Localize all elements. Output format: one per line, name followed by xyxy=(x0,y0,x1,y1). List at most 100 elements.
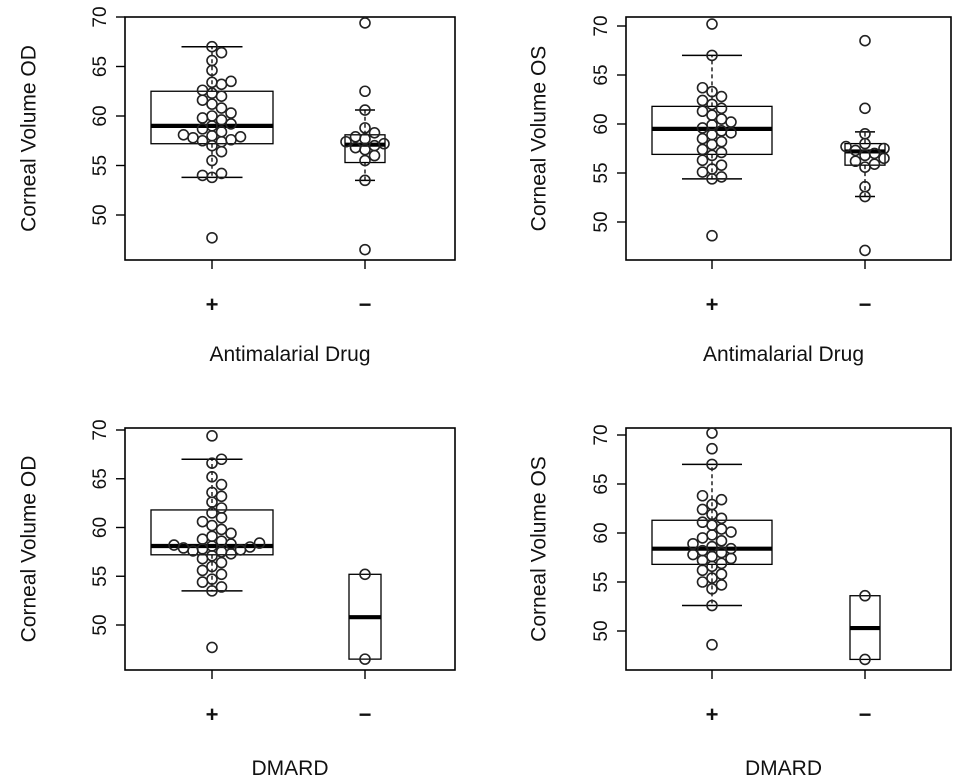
data-point xyxy=(696,564,709,577)
data-point xyxy=(706,572,718,584)
data-point xyxy=(196,169,209,182)
data-point xyxy=(368,127,381,139)
data-point xyxy=(715,102,728,115)
x-category-label: + xyxy=(706,702,719,727)
data-point xyxy=(359,653,371,665)
x-category-label: − xyxy=(859,292,872,317)
data-point xyxy=(368,149,381,162)
data-point xyxy=(215,90,228,102)
data-point xyxy=(177,129,190,141)
data-point xyxy=(706,540,718,553)
iqr-box xyxy=(150,509,274,556)
data-point xyxy=(706,163,718,175)
data-point xyxy=(706,498,718,511)
y-tick-label: 65 xyxy=(90,56,111,77)
data-point xyxy=(225,75,237,88)
data-point xyxy=(715,523,728,535)
data-point xyxy=(706,550,718,563)
iqr-box xyxy=(150,90,274,145)
data-point xyxy=(715,146,728,159)
x-axis-title: Antimalarial Drug xyxy=(209,343,370,366)
data-point xyxy=(706,128,718,141)
data-point xyxy=(706,98,718,111)
data-point xyxy=(196,533,209,546)
data-point xyxy=(696,166,709,178)
data-point xyxy=(206,519,218,532)
x-axis-title: DMARD xyxy=(252,757,329,780)
data-point xyxy=(849,144,862,157)
y-tick-label: 55 xyxy=(90,566,111,587)
y-axis-title: Corneal Volume OS xyxy=(528,456,551,642)
data-point xyxy=(206,40,218,53)
data-point xyxy=(868,147,881,160)
data-point xyxy=(696,503,709,516)
data-point xyxy=(206,54,218,67)
y-tick-label: 55 xyxy=(591,162,612,183)
data-point xyxy=(859,128,871,140)
y-tick-label: 60 xyxy=(90,517,111,538)
y-tick-label: 50 xyxy=(90,614,111,635)
data-point xyxy=(359,154,371,167)
data-point xyxy=(225,527,237,540)
x-axis-title: DMARD xyxy=(745,757,822,780)
data-point xyxy=(706,18,718,30)
data-point xyxy=(840,140,852,153)
y-tick-label: 55 xyxy=(90,155,111,176)
data-point xyxy=(215,502,228,514)
data-point xyxy=(215,535,228,547)
data-point xyxy=(215,78,228,91)
data-point xyxy=(696,516,709,529)
data-point xyxy=(215,145,228,158)
data-point xyxy=(349,141,362,154)
data-point xyxy=(696,489,709,502)
x-category-label: + xyxy=(706,292,719,317)
data-point xyxy=(859,653,871,666)
data-point xyxy=(359,568,371,581)
data-point xyxy=(253,537,266,549)
data-point xyxy=(206,231,218,244)
data-point xyxy=(715,557,728,570)
y-tick-label: 60 xyxy=(591,113,612,134)
data-point xyxy=(706,109,718,121)
y-tick-label: 70 xyxy=(591,424,612,445)
data-point xyxy=(715,535,728,547)
y-tick-label: 60 xyxy=(90,105,111,126)
data-point xyxy=(215,167,228,180)
data-point xyxy=(215,478,228,491)
data-point xyxy=(206,585,218,597)
data-point xyxy=(725,116,737,128)
data-point xyxy=(868,158,881,170)
data-point xyxy=(225,118,237,130)
data-point xyxy=(725,526,737,538)
data-point xyxy=(206,486,218,499)
data-point xyxy=(696,532,709,544)
data-point xyxy=(859,180,871,193)
data-point xyxy=(859,102,871,115)
data-point xyxy=(215,114,228,126)
data-point xyxy=(215,453,228,466)
y-tick-label: 50 xyxy=(90,204,111,225)
data-point xyxy=(715,171,728,183)
data-point xyxy=(206,641,218,654)
data-point xyxy=(196,515,209,528)
data-point xyxy=(215,490,228,503)
data-point xyxy=(878,142,890,155)
x-category-label: − xyxy=(359,292,372,317)
data-point xyxy=(706,458,718,471)
data-point xyxy=(206,470,218,483)
data-point xyxy=(715,493,728,506)
data-point xyxy=(225,548,237,560)
data-point xyxy=(206,98,218,110)
data-point xyxy=(196,94,209,106)
data-point xyxy=(859,589,871,602)
panel-frame xyxy=(625,16,952,261)
x-category-label: + xyxy=(206,292,219,317)
data-point xyxy=(715,113,728,125)
data-point xyxy=(359,85,371,98)
data-point xyxy=(687,548,699,561)
data-point xyxy=(715,512,728,525)
data-point xyxy=(696,544,709,557)
y-tick-label: 55 xyxy=(591,571,612,592)
data-point xyxy=(696,81,709,94)
